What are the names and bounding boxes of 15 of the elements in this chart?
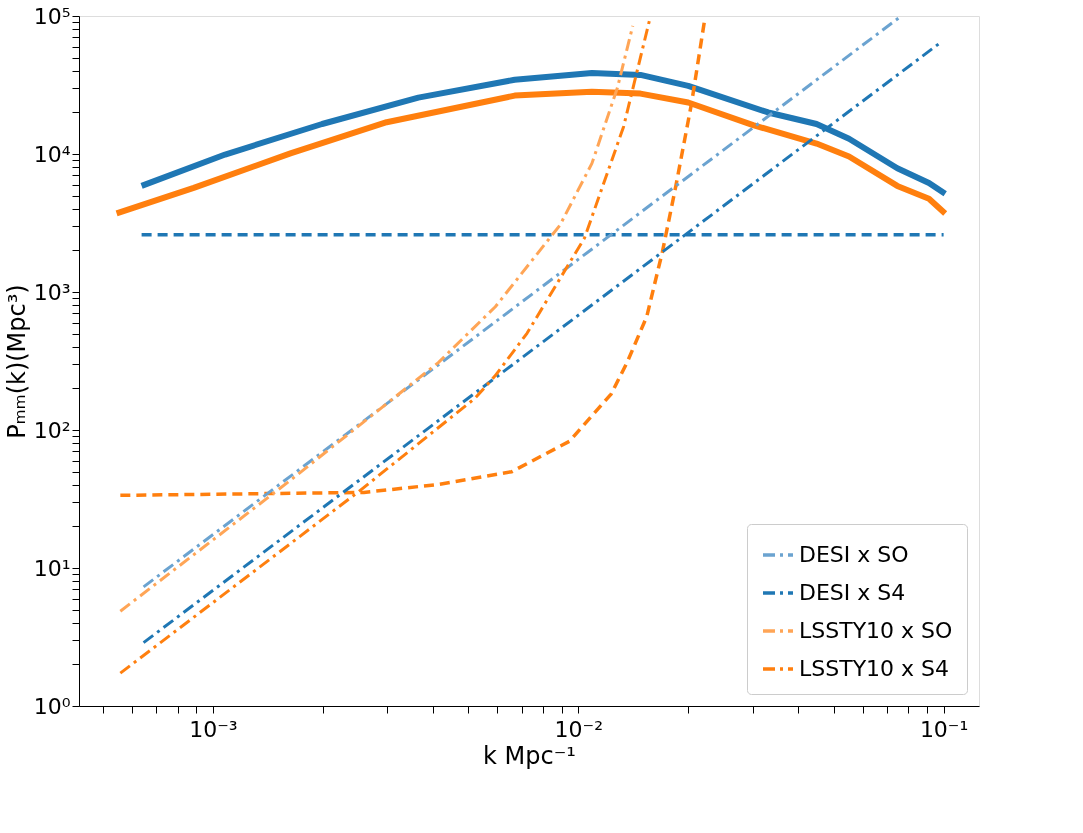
y-tick-label: 10¹ [33, 555, 71, 581]
legend-label: DESI x SO [799, 542, 909, 567]
legend-label: DESI x S4 [799, 580, 906, 605]
x-tick-label: 10⁻³ [189, 716, 238, 742]
y-tick-label: 10⁰ [33, 693, 71, 719]
x-axis-title: k Mpc⁻¹ [483, 741, 576, 770]
legend-label: LSSTY10 x S4 [799, 656, 950, 681]
y-axis-title: Pₘₘ(k)(Mpc³) [2, 284, 31, 439]
x-tick-label: 10⁻¹ [919, 716, 969, 742]
y-tick-label: 10⁵ [33, 3, 71, 29]
x-tick-label: 10⁻² [554, 716, 603, 742]
legend-label: LSSTY10 x SO [799, 618, 953, 643]
y-tick-label: 10³ [33, 279, 71, 305]
y-tick-label: 10² [33, 417, 71, 443]
y-tick-label: 10⁴ [33, 141, 71, 167]
